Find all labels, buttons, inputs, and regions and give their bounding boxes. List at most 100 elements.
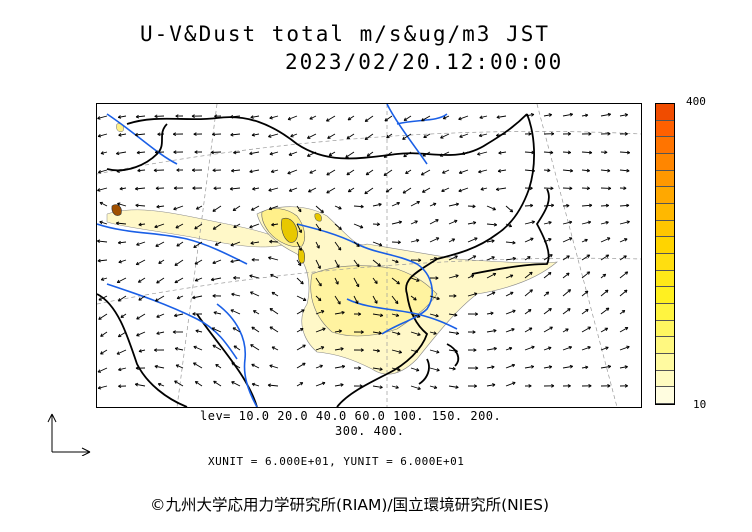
wind-vector: [423, 133, 431, 138]
wind-vector-head: [267, 383, 271, 386]
wind-vector-head: [606, 289, 609, 294]
wind-vector: [194, 223, 203, 230]
wind-vector-head: [473, 349, 477, 352]
wind-vector-head: [402, 136, 405, 140]
wind-vector-head: [453, 295, 457, 298]
wind-vector-head: [588, 326, 591, 330]
wind-vector-head: [570, 113, 573, 117]
wind-vector: [421, 115, 431, 122]
wind-vector: [212, 259, 222, 264]
wind-vector: [439, 151, 450, 157]
wind-vector: [486, 347, 497, 351]
wind-vector: [365, 169, 374, 176]
wind-vector-head: [496, 133, 499, 136]
wind-vector: [562, 289, 571, 297]
wind-vector-head: [249, 169, 253, 173]
wind-vector-head: [529, 187, 533, 191]
wind-vector-head: [231, 292, 235, 295]
wind-vector-head: [120, 314, 123, 318]
wind-vector-head: [326, 172, 329, 176]
wind-vector-head: [586, 170, 590, 173]
wind-vector: [562, 221, 573, 225]
wind-vector: [600, 113, 611, 117]
wind-vector-head: [97, 369, 101, 373]
wind-vector-head: [156, 280, 159, 284]
chart-timestamp: 2023/02/20.12:00:00: [285, 50, 564, 74]
wind-vector: [213, 311, 222, 315]
wind-vector-head: [213, 186, 217, 189]
wind-vector-head: [566, 328, 569, 332]
wind-vector: [410, 220, 418, 225]
wind-vector-head: [118, 259, 122, 263]
wind-vector-head: [232, 207, 235, 211]
wind-vector-head: [607, 170, 611, 173]
wind-vector-head: [605, 205, 610, 208]
wind-vector: [116, 169, 127, 173]
wind-vector-head: [298, 230, 302, 233]
wind-vector-head: [303, 344, 306, 348]
wind-vector-head: [529, 309, 532, 313]
wind-vector-head: [569, 221, 573, 225]
wind-vector-head: [231, 168, 235, 172]
wind-vector-head: [379, 387, 383, 389]
wind-vector-head: [567, 385, 571, 388]
wind-vector: [231, 381, 241, 387]
wind-vector: [448, 313, 458, 316]
wind-vector-head: [405, 170, 408, 174]
wind-vector-head: [175, 225, 178, 229]
wind-vector: [175, 347, 184, 351]
wind-vector: [448, 255, 458, 261]
wind-vector-head: [531, 170, 535, 173]
wind-vector-head: [626, 271, 629, 275]
wind-vector-head: [473, 255, 477, 259]
wind-vector: [250, 344, 260, 351]
wind-vector: [448, 238, 455, 243]
wind-vector: [486, 312, 494, 315]
wind-vector-head: [530, 205, 534, 208]
wind-vector: [448, 220, 458, 225]
wind-vector-head: [551, 385, 555, 388]
wind-vector: [524, 169, 535, 172]
wind-vector-head: [175, 347, 179, 349]
wind-vector: [353, 277, 360, 288]
wind-vector: [429, 385, 438, 389]
wind-vector-head: [473, 222, 477, 225]
wind-vector: [138, 349, 146, 352]
wind-vector: [600, 169, 611, 172]
wind-vector-head: [320, 365, 323, 369]
wind-vector: [505, 291, 514, 297]
wind-vector-head: [549, 114, 552, 117]
vector-units: XUNIT = 6.000E+01, YUNIT = 6.000E+01: [208, 455, 465, 468]
wind-vector: [619, 204, 630, 207]
wind-vector-head: [403, 153, 406, 157]
wind-vector-head: [452, 238, 456, 242]
wind-vector: [372, 313, 383, 317]
wind-vector: [249, 223, 260, 228]
wind-vector: [410, 295, 417, 301]
wind-vector: [315, 241, 320, 249]
wind-vector-head: [567, 152, 571, 155]
wind-vector-head: [249, 224, 252, 228]
wind-vector: [391, 259, 399, 263]
wind-vector-head: [384, 118, 387, 122]
colorbar-max-label: 400: [686, 95, 706, 108]
wind-vector: [98, 313, 108, 320]
wind-vector-head: [492, 256, 495, 260]
wind-vector-head: [491, 240, 495, 243]
wind-vector-head: [436, 352, 440, 354]
wind-vector: [600, 237, 611, 243]
wind-vector-head: [317, 299, 322, 302]
wind-vector-head: [154, 114, 158, 117]
wind-vector-head: [158, 260, 161, 264]
wind-vector-head: [433, 203, 437, 206]
wind-vector-head: [569, 187, 573, 191]
wind-vector: [498, 151, 507, 154]
wind-vector-head: [194, 150, 198, 153]
wind-vector-head: [570, 365, 573, 369]
wind-vector: [429, 295, 440, 300]
wind-vector: [600, 365, 611, 369]
wind-vector-head: [360, 331, 364, 334]
wind-vector: [347, 115, 355, 121]
wind-vector-head: [490, 312, 494, 316]
wind-vector-head: [471, 274, 475, 278]
